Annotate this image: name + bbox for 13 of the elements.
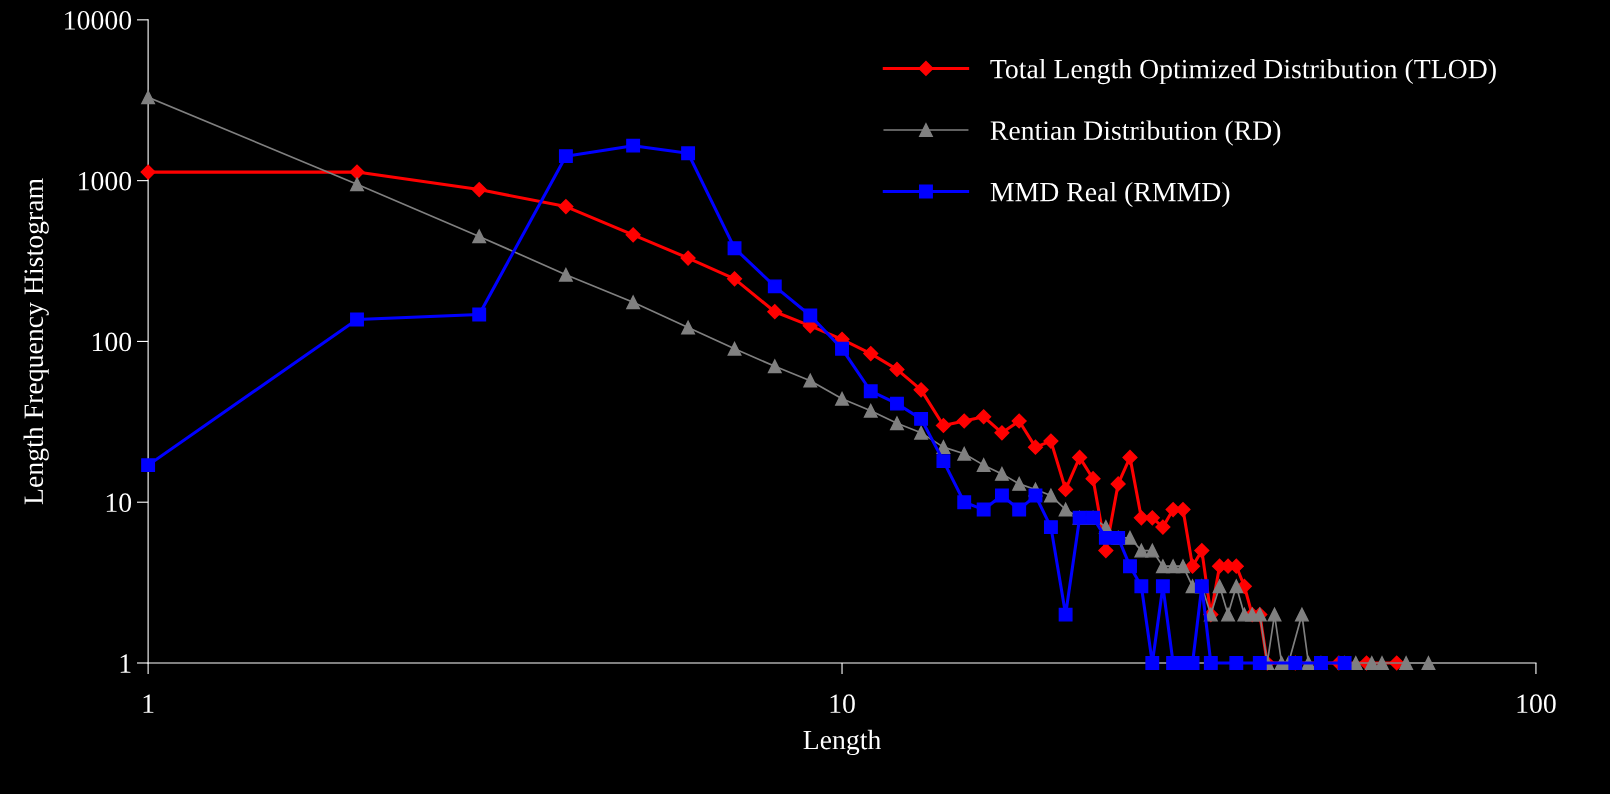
x-tick-label: 1 (143, 694, 154, 713)
y-tick-label: 10000 (65, 11, 132, 30)
y-tick-label: 1 (120, 654, 131, 673)
x-tick-label: 100 (1517, 694, 1556, 714)
legend-label: Total Length Optimized Distribution (TLOD) (990, 58, 1496, 85)
x-axis-title: Length (803, 729, 882, 756)
y-tick-label: 10 (106, 493, 132, 513)
y-tick-label: 100 (92, 332, 132, 352)
y-tick-label: 1000 (79, 171, 132, 191)
x-tick-label: 10 (830, 694, 855, 714)
legend-label: MMD Real (RMMD) (990, 181, 1230, 208)
y-axis-title: Length Frequency Histogram (23, 178, 49, 505)
legend-label: Rentian Distribution (RD) (990, 120, 1281, 146)
